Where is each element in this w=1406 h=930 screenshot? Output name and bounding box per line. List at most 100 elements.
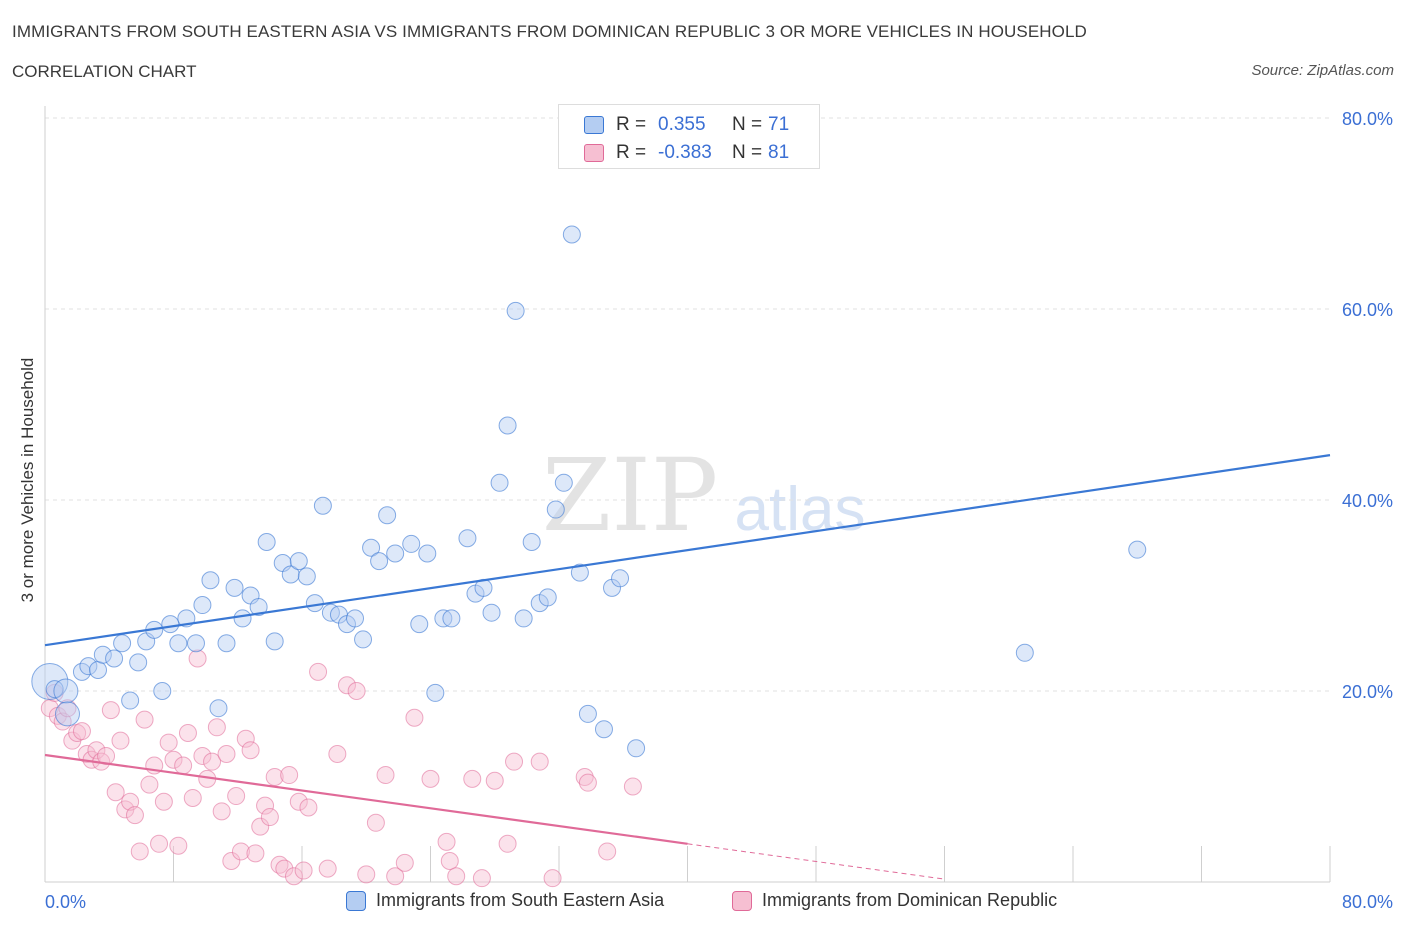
point-dominican-republic (357, 865, 376, 884)
point-dominican-republic (164, 750, 183, 769)
point-dominican-republic (72, 722, 91, 741)
trendline-dominican-republic-extension (687, 843, 945, 880)
point-south-eastern-asia (362, 538, 381, 557)
legend-r-label: R = (616, 142, 647, 163)
bottom-legend-item-pink[interactable]: Immigrants from Dominican Republic (732, 890, 1057, 911)
point-south-eastern-asia (289, 552, 308, 571)
point-dominican-republic (217, 745, 236, 764)
point-dominican-republic (231, 842, 250, 861)
point-dominican-republic (154, 792, 173, 811)
point-south-eastern-asia (514, 609, 533, 628)
point-south-eastern-asia (386, 544, 405, 563)
point-south-eastern-asia (506, 301, 525, 320)
y-axis-label-wrap: 3 or more Vehicles in Household (8, 280, 48, 680)
point-dominican-republic (111, 731, 130, 750)
point-south-eastern-asia (578, 704, 597, 723)
point-dominican-republic (246, 844, 265, 863)
bottom-legend-item-blue[interactable]: Immigrants from South Eastern Asia (346, 890, 664, 911)
point-dominican-republic (366, 813, 385, 832)
point-south-eastern-asia (354, 630, 373, 649)
point-south-eastern-asia (378, 506, 397, 525)
point-south-eastern-asia (53, 678, 79, 704)
watermark-zip: ZIP (542, 437, 718, 554)
point-dominican-republic (183, 788, 202, 807)
point-dominican-republic (130, 842, 149, 861)
point-south-eastern-asia (458, 529, 477, 548)
y-tick-label: 80.0% (1342, 109, 1393, 129)
point-dominican-republic (174, 756, 193, 775)
point-south-eastern-asia (249, 597, 268, 616)
point-dominican-republic (280, 766, 299, 785)
point-south-eastern-asia (129, 653, 148, 672)
x-tick-label-max: 80.0% (1342, 892, 1393, 912)
point-south-eastern-asia (281, 565, 300, 584)
point-dominican-republic (543, 869, 562, 888)
point-south-eastern-asia (209, 699, 228, 718)
legend-r-value-pink: -0.383 (658, 142, 712, 163)
source-label: Source: ZipAtlas.com (1251, 62, 1394, 79)
point-south-eastern-asia (313, 496, 332, 515)
point-south-eastern-asia (79, 657, 98, 676)
point-dominican-republic (236, 729, 255, 748)
point-south-eastern-asia (594, 720, 613, 739)
legend-row-blue: R = 0.355 N = 71 (584, 113, 789, 137)
point-dominican-republic (150, 834, 169, 853)
point-dominican-republic (485, 771, 504, 790)
point-dominican-republic (212, 802, 231, 821)
point-dominican-republic (125, 806, 144, 825)
point-south-eastern-asia (554, 473, 573, 492)
bottom-legend-label-pink: Immigrants from Dominican Republic (762, 890, 1058, 910)
point-south-eastern-asia (113, 634, 132, 653)
point-dominican-republic (159, 733, 178, 752)
point-dominican-republic (309, 662, 328, 681)
point-dominican-republic (227, 787, 246, 806)
point-south-eastern-asia (89, 660, 108, 679)
point-south-eastern-asia (482, 603, 501, 622)
y-axis-label: 3 or more Vehicles in Household (18, 357, 37, 603)
point-south-eastern-asia (217, 634, 236, 653)
legend-n-value-pink: 81 (768, 142, 790, 163)
point-dominican-republic (294, 861, 313, 880)
point-south-eastern-asia (153, 682, 172, 700)
point-south-eastern-asia (546, 500, 565, 519)
point-dominican-republic (135, 710, 154, 729)
point-south-eastern-asia (201, 571, 220, 590)
point-dominican-republic (395, 853, 414, 872)
point-south-eastern-asia (410, 615, 429, 634)
point-south-eastern-asia (45, 680, 64, 699)
point-south-eastern-asia (93, 645, 112, 664)
trendline-south-eastern-asia (44, 454, 1331, 647)
bottom-legend-swatch-blue (346, 890, 366, 911)
point-south-eastern-asia (193, 596, 212, 615)
point-south-eastern-asia (498, 416, 517, 435)
point-south-eastern-asia (186, 634, 205, 653)
legend-n-label: N = (732, 114, 763, 135)
point-dominican-republic (222, 851, 241, 870)
point-dominican-republic (58, 699, 77, 718)
point-dominican-republic (623, 777, 642, 796)
point-dominican-republic (251, 817, 270, 836)
legend-r-label: R = (616, 114, 647, 135)
point-dominican-republic (598, 842, 617, 861)
point-south-eastern-asia (611, 569, 630, 588)
legend-n-value-blue: 71 (768, 114, 790, 135)
point-dominican-republic (101, 701, 120, 720)
point-dominican-republic (318, 859, 337, 878)
legend-swatch-pink (584, 144, 604, 162)
y-tick-label: 20.0% (1342, 682, 1393, 702)
point-dominican-republic (207, 718, 226, 737)
point-south-eastern-asia (105, 649, 124, 668)
y-tick-label: 60.0% (1342, 300, 1393, 320)
point-dominican-republic (77, 745, 96, 764)
point-dominican-republic (437, 832, 456, 851)
point-south-eastern-asia (1015, 643, 1034, 662)
trendline-dominican-republic (44, 753, 688, 845)
point-south-eastern-asia (370, 552, 389, 571)
point-dominican-republic (440, 851, 459, 870)
point-dominican-republic (289, 792, 308, 811)
point-south-eastern-asia (346, 609, 365, 628)
legend-row-pink: R = -0.383 N = 81 (584, 141, 789, 165)
point-dominican-republic (328, 745, 347, 764)
point-south-eastern-asia (418, 544, 437, 563)
